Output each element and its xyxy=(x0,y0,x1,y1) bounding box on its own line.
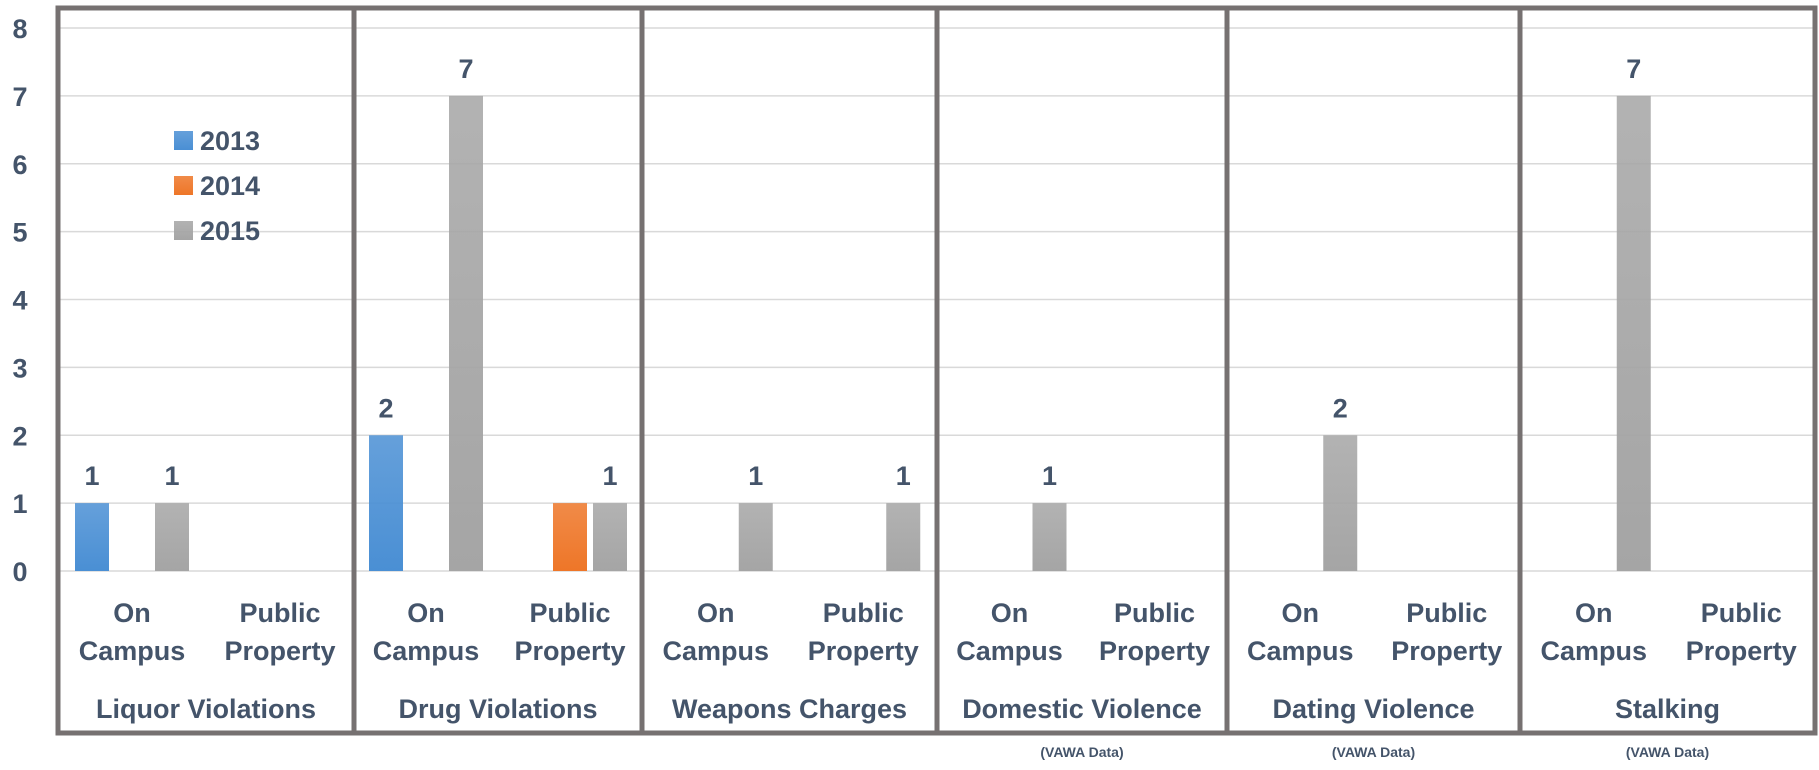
y-tick-label: 1 xyxy=(12,489,27,519)
legend-label: 2015 xyxy=(200,216,260,246)
category-label: On xyxy=(113,598,151,628)
legend-swatch xyxy=(174,131,193,150)
category-label: Property xyxy=(1686,636,1797,666)
vawa-note: (VAWA Data) xyxy=(1332,744,1415,760)
category-label: On xyxy=(697,598,735,628)
category-label: Campus xyxy=(79,636,186,666)
bar xyxy=(738,503,773,571)
data-label: 1 xyxy=(896,461,911,491)
group-label: Dating Violence xyxy=(1272,694,1474,724)
category-label: Campus xyxy=(373,636,480,666)
category-label: Property xyxy=(1391,636,1502,666)
legend-label: 2014 xyxy=(200,171,260,201)
group-label: Drug Violations xyxy=(398,694,597,724)
category-label: Public xyxy=(1114,598,1195,628)
category-label: Property xyxy=(808,636,919,666)
bar xyxy=(369,435,403,571)
bar xyxy=(593,503,627,571)
bar xyxy=(155,503,189,571)
y-tick-label: 3 xyxy=(12,353,27,383)
group-label: Liquor Violations xyxy=(96,694,316,724)
category-label: Public xyxy=(529,598,610,628)
bar xyxy=(449,95,483,571)
data-label: 1 xyxy=(602,461,617,491)
category-label: On xyxy=(991,598,1029,628)
bar xyxy=(553,503,587,571)
category-label: Property xyxy=(224,636,335,666)
category-label: Public xyxy=(1701,598,1782,628)
legend-label: 2013 xyxy=(200,126,260,156)
y-tick-label: 4 xyxy=(12,286,27,316)
y-tick-label: 2 xyxy=(12,421,27,451)
category-label: Campus xyxy=(662,636,769,666)
data-label: 2 xyxy=(1333,393,1348,423)
y-tick-label: 8 xyxy=(12,14,27,44)
y-tick-label: 0 xyxy=(12,557,27,587)
category-label: On xyxy=(1575,598,1613,628)
data-label: 1 xyxy=(84,461,99,491)
y-tick-label: 6 xyxy=(12,150,27,180)
group-label: Domestic Violence xyxy=(962,694,1202,724)
bar xyxy=(1616,95,1651,571)
legend-swatch xyxy=(174,221,193,240)
y-tick-label: 7 xyxy=(12,82,27,112)
vawa-note: (VAWA Data) xyxy=(1040,744,1123,760)
y-tick-label: 5 xyxy=(12,218,27,248)
data-label: 7 xyxy=(1626,54,1641,84)
category-label: Public xyxy=(1406,598,1487,628)
category-label: Public xyxy=(239,598,320,628)
bar xyxy=(886,503,921,571)
group-label: Weapons Charges xyxy=(672,694,907,724)
category-label: Property xyxy=(1099,636,1210,666)
category-label: Campus xyxy=(1540,636,1647,666)
data-label: 1 xyxy=(1042,461,1057,491)
bar xyxy=(1032,503,1067,571)
category-label: Campus xyxy=(1247,636,1354,666)
category-label: Campus xyxy=(956,636,1063,666)
category-label: On xyxy=(1282,598,1320,628)
vawa-note: (VAWA Data) xyxy=(1626,744,1709,760)
category-label: Property xyxy=(514,636,625,666)
bar xyxy=(75,503,109,571)
data-label: 2 xyxy=(378,393,393,423)
category-label: Public xyxy=(823,598,904,628)
data-label: 1 xyxy=(748,461,763,491)
data-label: 7 xyxy=(458,54,473,84)
legend-swatch xyxy=(174,176,193,195)
bar xyxy=(1323,435,1358,571)
category-label: On xyxy=(407,598,445,628)
data-label: 1 xyxy=(164,461,179,491)
group-label: Stalking xyxy=(1615,694,1720,724)
